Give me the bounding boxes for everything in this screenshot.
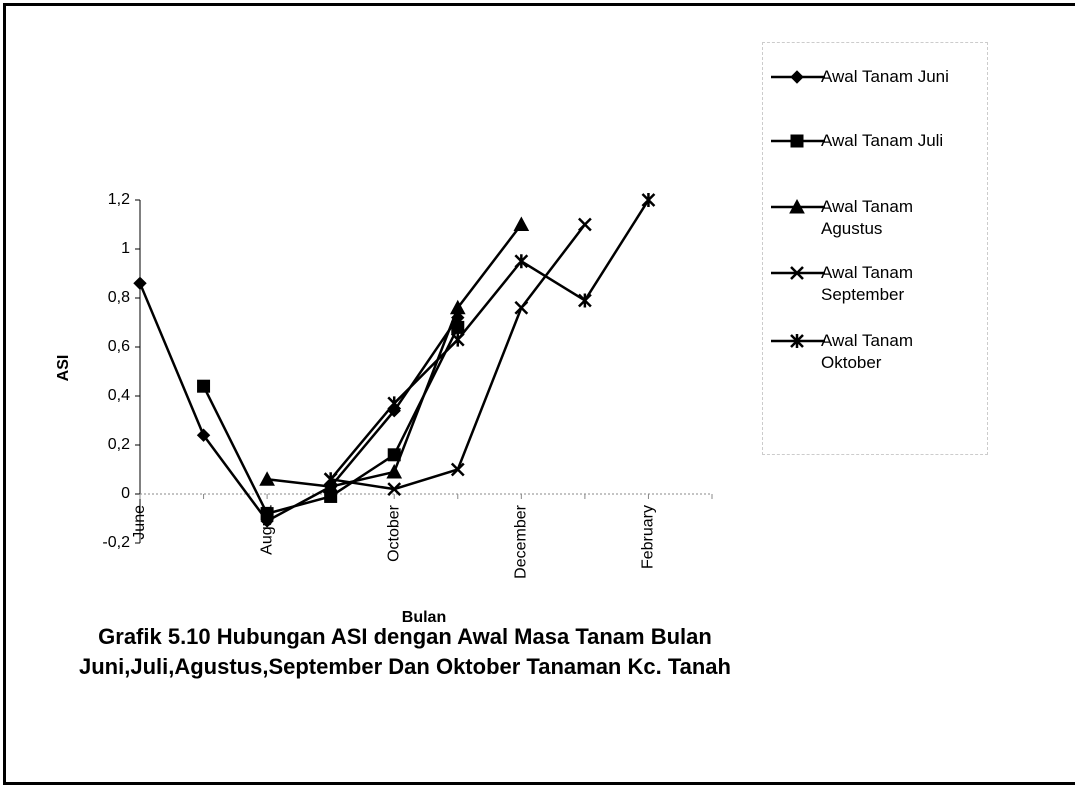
marker — [790, 266, 804, 280]
x-tick-label: February — [640, 505, 657, 569]
legend-swatch — [771, 134, 825, 148]
marker — [133, 276, 147, 291]
legend-label: Awal Tanam Oktober — [821, 331, 913, 372]
marker — [259, 471, 275, 486]
y-tick-label: 0,2 — [108, 436, 130, 453]
series-line — [330, 223, 586, 491]
legend-swatch — [771, 334, 825, 348]
marker — [514, 254, 529, 269]
marker — [450, 332, 465, 347]
x-tick-label: October — [385, 504, 402, 562]
legend: Awal Tanam Juni Awal Tanam Juli Awal Tanam… — [762, 42, 988, 455]
x-tick-label: December — [513, 504, 530, 578]
frame — [3, 3, 1075, 785]
marker — [197, 379, 211, 393]
y-tick-label: 1 — [121, 240, 130, 257]
series-line — [329, 199, 650, 481]
legend-label: Awal Tanam Agustus — [821, 197, 913, 238]
marker — [451, 320, 465, 334]
x-axis-title: Bulan — [402, 609, 446, 626]
legend-swatch — [771, 70, 825, 84]
marker — [790, 70, 804, 84]
marker — [790, 134, 804, 148]
marker — [513, 216, 530, 231]
y-tick-label: 0,4 — [108, 387, 130, 404]
legend-swatch — [771, 198, 825, 214]
y-tick-label: 0 — [121, 485, 130, 502]
legend-label: Awal Tanam Juni — [821, 67, 949, 86]
legend-label: Awal Tanam Juli — [821, 131, 944, 150]
marker — [450, 462, 465, 477]
marker — [578, 217, 592, 232]
series-line — [266, 223, 523, 488]
marker — [260, 507, 274, 521]
marker — [449, 299, 466, 315]
marker — [387, 482, 402, 496]
y-tick-label: 0,6 — [108, 338, 130, 355]
y-tick-label: -0,2 — [102, 534, 130, 551]
marker — [789, 198, 805, 214]
legend-label: Awal Tanam September — [821, 263, 913, 304]
marker — [387, 396, 402, 411]
x-tick-label: June — [131, 505, 148, 540]
marker — [386, 463, 403, 479]
marker — [790, 334, 804, 348]
y-axis-title: ASI — [55, 355, 72, 382]
marker — [514, 300, 529, 315]
y-tick-label: 1,2 — [108, 191, 130, 208]
chart-title: Grafik 5.10 Hubungan ASI dengan Awal Mas… — [79, 624, 731, 679]
marker — [196, 428, 211, 442]
legend-swatch — [771, 266, 825, 280]
y-tick-label: 0,8 — [108, 289, 130, 306]
marker — [578, 293, 592, 308]
marker — [323, 472, 338, 487]
marker — [641, 193, 656, 207]
